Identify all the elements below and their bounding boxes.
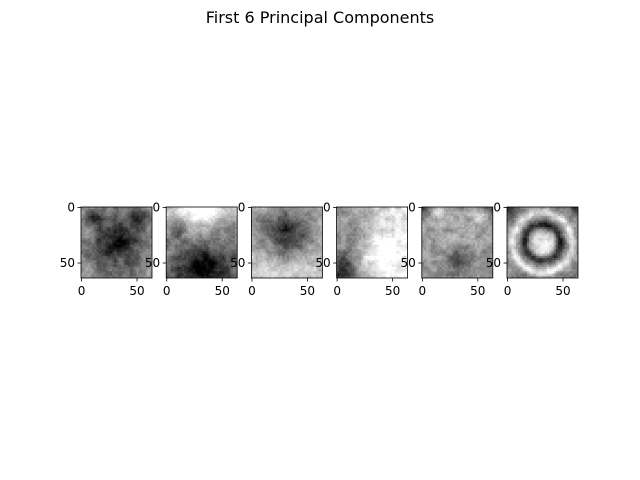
- y-tick-label-2-0: 0: [153, 201, 161, 215]
- axes-frame-6: [506, 206, 579, 279]
- y-tick-label-6-1: 50: [486, 256, 501, 270]
- y-tick-label-4-0: 0: [323, 201, 331, 215]
- x-tick-label-1-0: 0: [78, 284, 86, 298]
- y-tick-label-6-0: 0: [493, 201, 501, 215]
- x-tick-label-3-0: 0: [248, 284, 256, 298]
- y-tick-label-2-1: 50: [145, 256, 160, 270]
- component-image-1: [81, 207, 152, 278]
- y-tick-label-4-1: 50: [315, 256, 330, 270]
- x-tick-label-6-1: 50: [555, 284, 570, 298]
- y-tick-label-5-0: 0: [408, 201, 416, 215]
- x-tick-label-6-0: 0: [504, 284, 512, 298]
- x-tick-label-5-0: 0: [419, 284, 427, 298]
- x-tick-label-2-0: 0: [163, 284, 171, 298]
- axes-frame-5: [421, 206, 494, 279]
- axes-frame-4: [336, 206, 409, 279]
- x-tick-label-3-1: 50: [300, 284, 315, 298]
- x-tick-label-5-1: 50: [470, 284, 485, 298]
- figure-title: First 6 Principal Components: [205, 8, 435, 27]
- component-image-4: [336, 207, 408, 278]
- component-image-3: [251, 207, 323, 278]
- component-image-5: [421, 207, 493, 278]
- component-image-6: [507, 207, 578, 278]
- y-tick-label-1-0: 0: [67, 201, 75, 215]
- y-tick-label-1-1: 50: [60, 256, 75, 270]
- axes-frame-2: [165, 206, 238, 279]
- component-image-2: [166, 207, 238, 278]
- axes-frame-3: [250, 206, 323, 279]
- y-tick-label-5-1: 50: [401, 256, 416, 270]
- y-tick-label-3-0: 0: [238, 201, 246, 215]
- x-tick-label-1-1: 50: [129, 284, 144, 298]
- x-tick-label-4-0: 0: [333, 284, 341, 298]
- axes-frame-1: [80, 206, 153, 279]
- x-tick-label-2-1: 50: [215, 284, 230, 298]
- y-tick-label-3-1: 50: [230, 256, 245, 270]
- x-tick-label-4-1: 50: [385, 284, 400, 298]
